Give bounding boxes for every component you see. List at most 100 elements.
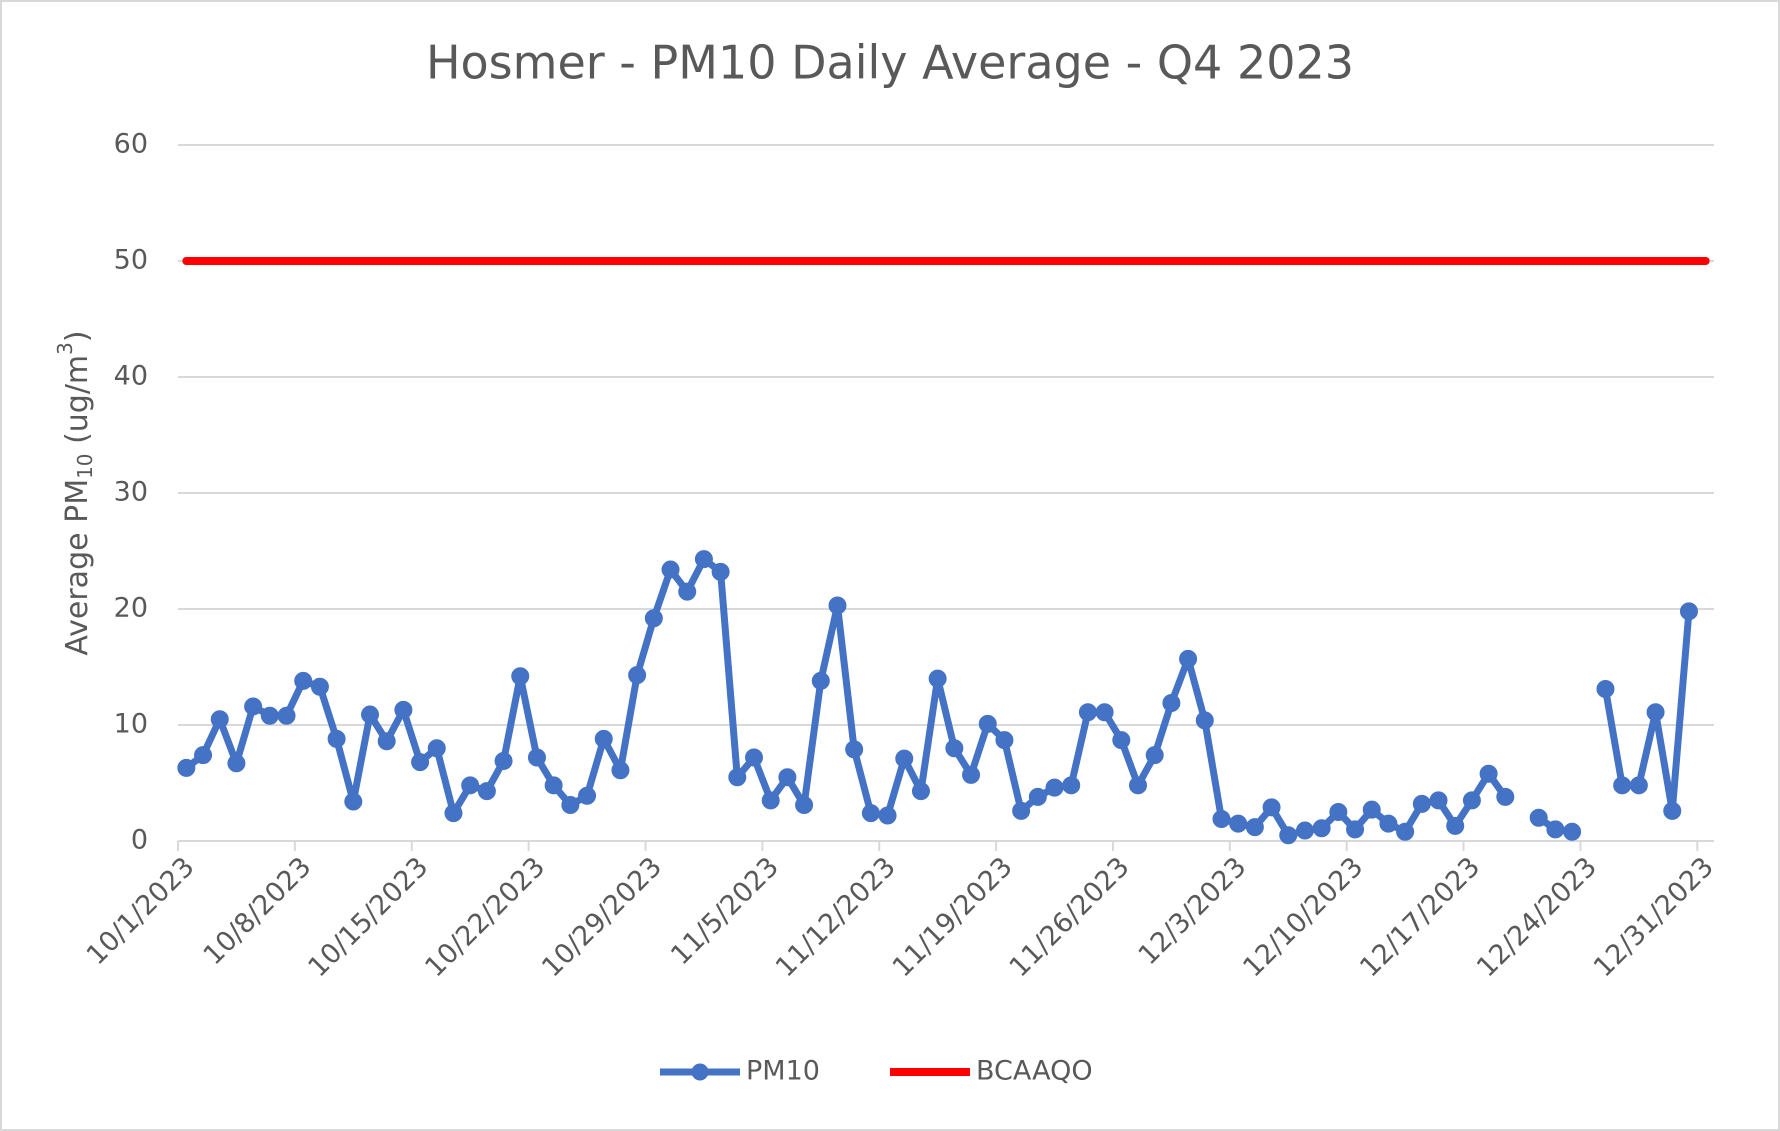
data-point (1062, 776, 1081, 795)
y-tick-label: 0 (131, 825, 148, 856)
data-point (861, 804, 880, 823)
data-point (1028, 787, 1047, 806)
data-point (694, 550, 713, 569)
data-point (494, 751, 513, 770)
data-point (1563, 822, 1582, 841)
y-label-part: ) (60, 330, 95, 342)
data-point (294, 671, 313, 690)
data-point (1546, 820, 1565, 839)
data-point (911, 782, 930, 801)
data-point (561, 796, 580, 815)
data-point (477, 782, 496, 801)
data-point (1045, 778, 1064, 797)
y-tick-label: 10 (114, 709, 148, 740)
data-point (310, 677, 329, 696)
data-point (728, 768, 747, 787)
y-label-sup: 3 (53, 342, 77, 355)
data-point (1496, 787, 1515, 806)
data-point (194, 746, 213, 765)
data-point (327, 729, 346, 748)
data-point (1312, 819, 1331, 838)
data-point (611, 761, 630, 780)
data-point (461, 776, 480, 795)
data-point (511, 667, 530, 686)
y-label-part: Average PM (60, 479, 95, 656)
data-point (628, 666, 647, 685)
data-point (1229, 814, 1248, 833)
data-point (678, 582, 697, 601)
data-point (1112, 731, 1131, 750)
data-point (427, 739, 446, 758)
data-point (260, 706, 279, 725)
data-point (745, 748, 763, 767)
data-point (1462, 791, 1481, 810)
data-point (1379, 814, 1398, 833)
data-point (1012, 801, 1031, 820)
data-point (411, 753, 430, 772)
data-point (761, 791, 780, 810)
y-tick-label: 60 (114, 129, 148, 160)
y-tick-label: 20 (114, 593, 148, 624)
data-point (394, 700, 413, 719)
data-point (1162, 693, 1181, 712)
data-point (1596, 680, 1615, 699)
y-tick-label: 30 (114, 477, 148, 508)
data-point (1329, 803, 1348, 821)
data-point (1346, 820, 1365, 839)
data-point (1429, 791, 1448, 810)
legend-label: BCAAQO (976, 1056, 1093, 1087)
data-point (578, 786, 597, 805)
data-point (227, 754, 246, 773)
data-point (1663, 801, 1682, 820)
data-point (661, 560, 680, 579)
y-label-part: (ug/m (60, 355, 95, 454)
y-tick-label: 50 (114, 245, 148, 276)
data-point (978, 714, 997, 733)
data-point (828, 596, 847, 615)
data-point (995, 731, 1014, 750)
data-point (962, 765, 981, 784)
data-point (1396, 822, 1415, 841)
data-point (361, 705, 379, 724)
data-point (1245, 818, 1264, 837)
data-point (1262, 798, 1281, 817)
data-point (244, 697, 263, 716)
data-point (1095, 703, 1114, 722)
data-point (594, 729, 613, 748)
data-point (1412, 794, 1431, 813)
data-point (277, 706, 296, 725)
data-point (895, 749, 914, 768)
data-point (1195, 711, 1214, 730)
data-point (527, 748, 546, 767)
data-point (1295, 821, 1314, 840)
data-point (177, 758, 196, 777)
data-point (1613, 776, 1632, 795)
y-label-sub: 10 (73, 453, 97, 478)
data-point (1362, 800, 1381, 819)
y-axis-label: Average PM10 (ug/m3) (53, 330, 97, 655)
legend-marker (691, 1063, 709, 1081)
data-point (644, 609, 663, 628)
data-point (544, 776, 563, 795)
data-point (210, 710, 229, 729)
data-point (344, 792, 363, 811)
data-point (444, 804, 463, 823)
data-point (878, 806, 897, 825)
data-point (845, 740, 864, 759)
data-point (1179, 649, 1198, 668)
data-point (1646, 703, 1665, 722)
data-point (778, 768, 797, 787)
data-point (1679, 602, 1698, 621)
data-point (1629, 776, 1648, 795)
data-point (377, 732, 396, 751)
data-point (928, 669, 947, 688)
data-point (1145, 746, 1164, 765)
data-point (1529, 808, 1548, 827)
data-point (811, 671, 830, 690)
data-point (945, 739, 964, 758)
legend-label: PM10 (746, 1056, 820, 1087)
y-tick-label: 40 (114, 361, 148, 392)
